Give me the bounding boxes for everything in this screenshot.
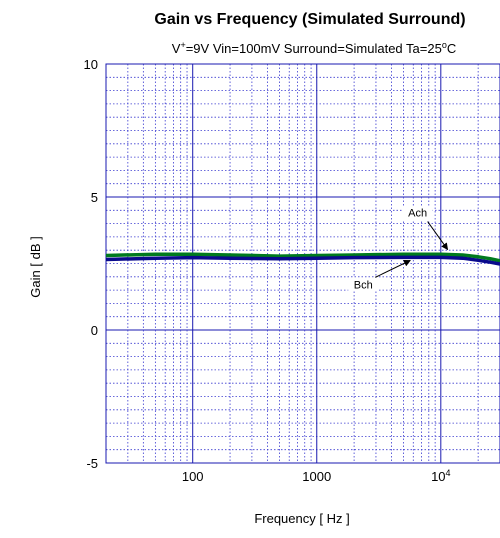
- series-lines: [105, 252, 500, 266]
- y-tick-label: 0: [91, 323, 98, 338]
- x-tick-exponent: 4: [446, 468, 451, 478]
- plot-frame: [105, 63, 500, 464]
- grid: [105, 63, 500, 464]
- subtitle-prefix: V: [172, 41, 181, 56]
- annotation-label-ach: Ach: [408, 208, 427, 220]
- subtitle-prefix-superscript: +: [180, 40, 185, 50]
- annotation-label-bg: [348, 277, 379, 292]
- y-tick-label: 5: [91, 190, 98, 205]
- series-line-bch: [105, 255, 500, 266]
- chart-subtitle: V+=9V Vin=100mV Surround=Simulated Ta=25…: [172, 40, 456, 56]
- subtitle-suffix: C: [447, 41, 456, 56]
- y-axis-label: Gain [ dB ]: [28, 236, 43, 297]
- subtitle-degree-superscript: o: [442, 40, 447, 50]
- annotation-arrow: [427, 221, 449, 251]
- annotation-label-bch: Bch: [354, 279, 373, 291]
- subtitle-main: =9V Vin=100mV Surround=Simulated Ta=25: [186, 41, 442, 56]
- x-axis-label: Frequency [ Hz ]: [254, 511, 349, 526]
- annotation-arrow: [375, 259, 411, 278]
- x-tick-label: 1000: [302, 469, 331, 484]
- y-tick-label: -5: [86, 456, 98, 471]
- chart-title: Gain vs Frequency (Simulated Surround): [154, 11, 465, 28]
- x-tick-label: 104: [431, 468, 450, 484]
- series-line-ach: [105, 252, 500, 263]
- annotations: Ach Bch: [348, 205, 449, 292]
- annotation-label-bg: [402, 205, 433, 220]
- x-tick-label: 100: [182, 469, 204, 484]
- y-tick-label: 10: [84, 57, 98, 72]
